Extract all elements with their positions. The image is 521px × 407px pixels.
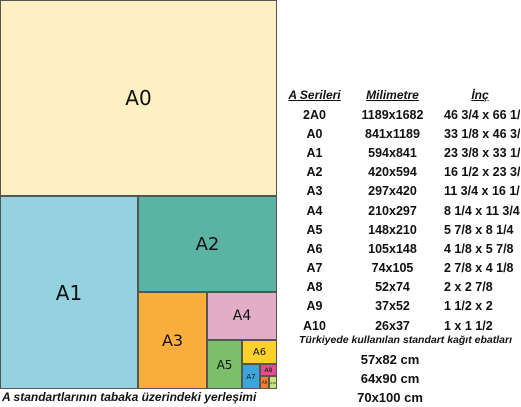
cell-series: A4 (306, 203, 323, 218)
sheet-a10: A10 (269, 376, 277, 389)
cell-inch: 1 x 1 1/2 (444, 318, 493, 333)
sheet-a6: A6 (242, 340, 277, 364)
cell-millimeter: 420x594 (368, 165, 417, 180)
turkey-sizes-list: 57x82 cm 64x90 cm 70x100 cm (290, 350, 490, 407)
turkey-sizes-title: Türkiyede kullanılan standart kağıt ebat… (299, 334, 512, 346)
cell-series: A9 (306, 299, 323, 314)
cell-series: 2A0 (303, 107, 326, 122)
cell-inch: 2 x 2 7/8 (444, 280, 493, 295)
cell-millimeter: 148x210 (368, 222, 417, 237)
sheet-label: A9 (261, 380, 268, 385)
cell-inch: 33 1/8 x 46 3/ (444, 126, 520, 141)
cell-inch: 1 1/2 x 2 (444, 299, 493, 314)
sheet-label: A3 (161, 331, 184, 350)
table-row: A8 52x74 2 x 2 7/8 (284, 278, 521, 297)
sheet-a8: A8 (260, 364, 277, 376)
header-series: A Serileri (288, 88, 341, 102)
cell-series: A0 (306, 126, 323, 141)
cell-inch: 11 3/4 x 16 1/ (444, 184, 520, 199)
table-row: A9 37x52 1 1/2 x 2 (284, 297, 521, 316)
turkey-size-item: 70x100 cm (357, 390, 423, 405)
cell-series: A7 (306, 261, 323, 276)
table-header: A Serileri Milimetre İnç (284, 85, 521, 105)
sheet-a7: A7 (242, 364, 260, 389)
cell-series: A3 (306, 184, 323, 199)
table-row: A6 105x148 4 1/8 x 5 7/8 (284, 239, 521, 258)
cell-inch: 8 1/4 x 11 3/4 (444, 203, 520, 218)
cell-series: A2 (306, 165, 323, 180)
cell-millimeter: 26x37 (375, 318, 410, 333)
sheet-label: A6 (252, 346, 267, 358)
sheet-a0: A0 (0, 0, 277, 196)
cell-inch: 5 7/8 x 8 1/4 (444, 222, 514, 237)
table-row: A4 210x297 8 1/4 x 11 3/4 (284, 201, 521, 220)
cell-series: A6 (306, 241, 323, 256)
sheet-label: A4 (232, 308, 252, 324)
sheet-a1: A1 (0, 196, 138, 389)
turkey-size-item: 57x82 cm (360, 352, 420, 367)
cell-millimeter: 841x1189 (365, 126, 420, 141)
sheet-a2: A2 (138, 196, 277, 292)
cell-inch: 23 3/8 x 33 1/ (444, 145, 520, 160)
sheet-a5: A5 (207, 340, 242, 389)
sheet-label: A5 (216, 357, 233, 372)
paper-size-table: A Serileri Milimetre İnç 2A0 1189x1682 46 … (284, 85, 521, 335)
sheet-label: A8 (264, 366, 273, 374)
cell-millimeter: 210x297 (368, 203, 417, 218)
cell-millimeter: 37x52 (375, 299, 410, 314)
cell-millimeter: 105x148 (368, 241, 417, 256)
table-row: A7 74x105 2 7/8 x 4 1/8 (284, 259, 521, 278)
sheet-label: A0 (125, 86, 152, 110)
cell-inch: 2 7/8 x 4 1/8 (444, 261, 514, 276)
sheet-a9: A9 (260, 376, 269, 389)
table-row: A5 148x210 5 7/8 x 8 1/4 (284, 220, 521, 239)
cell-millimeter: 52x74 (375, 280, 410, 295)
cell-millimeter: 1189x1682 (361, 107, 424, 122)
cell-inch: 46 3/4 x 66 1/ (444, 107, 520, 122)
sheet-label: A10 (270, 380, 276, 385)
table-row: A2 420x594 16 1/2 x 23 3/ (284, 163, 521, 182)
cell-inch: 16 1/2 x 23 3/ (444, 165, 520, 180)
cell-millimeter: 297x420 (368, 184, 417, 199)
cell-millimeter: 594x841 (368, 145, 417, 160)
cell-series: A8 (306, 280, 323, 295)
cell-series: A1 (306, 145, 323, 160)
table-body: 2A0 1189x1682 46 3/4 x 66 1/A0 841x1189 33 1… (284, 105, 521, 335)
sheet-label: A2 (195, 233, 220, 255)
table-row: A0 841x1189 33 1/8 x 46 3/ (284, 124, 521, 143)
table-row: A10 26x37 1 x 1 1/2 (284, 316, 521, 335)
sheet-label: A7 (246, 372, 256, 381)
turkey-size-item: 64x90 cm (360, 371, 420, 386)
cell-millimeter: 74x105 (371, 261, 414, 276)
header-inch: İnç (471, 88, 489, 102)
cell-inch: 4 1/8 x 5 7/8 (444, 241, 514, 256)
diagram-caption: A standartlarının tabaka üzerindeki yerl… (2, 390, 257, 404)
table-row: 2A0 1189x1682 46 3/4 x 66 1/ (284, 105, 521, 124)
table-row: A3 297x420 11 3/4 x 16 1/ (284, 182, 521, 201)
sheet-label: A1 (55, 280, 83, 305)
cell-series: A10 (303, 318, 326, 333)
table-row: A1 594x841 23 3/8 x 33 1/ (284, 143, 521, 162)
sheet-a3: A3 (138, 292, 207, 389)
sheet-a4: A4 (207, 292, 277, 340)
cell-series: A5 (306, 222, 323, 237)
header-millimeter: Milimetre (366, 88, 419, 102)
